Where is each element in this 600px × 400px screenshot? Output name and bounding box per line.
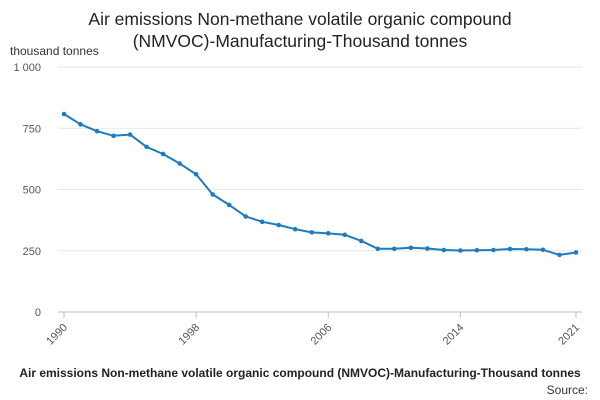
data-point	[226, 202, 232, 208]
x-tick-label: 2021	[556, 322, 582, 348]
data-point	[193, 172, 199, 177]
data-point	[375, 246, 381, 252]
data-point	[61, 111, 67, 117]
x-tick-label: 2006	[309, 322, 335, 348]
data-point	[342, 232, 348, 238]
data-point	[243, 214, 248, 219]
chart-title-line-2: (NMVOC)-Manufacturing-Thousand tonnes	[132, 31, 468, 51]
data-point	[309, 230, 315, 235]
y-tick-label: 500	[23, 185, 41, 197]
data-point	[441, 247, 447, 253]
y-tick-label: 250	[23, 246, 41, 258]
y-tick-label: 1 000	[13, 62, 41, 74]
y-tick-label: 750	[23, 123, 41, 135]
data-point	[573, 250, 579, 255]
data-point	[458, 248, 463, 253]
data-point	[507, 246, 513, 252]
data-point	[557, 252, 562, 258]
data-point	[408, 245, 414, 251]
data-point	[111, 133, 116, 139]
data-point	[177, 161, 182, 166]
data-point	[392, 246, 397, 252]
data-point	[540, 247, 546, 253]
data-point	[358, 238, 364, 244]
data-point	[491, 247, 496, 253]
legend-series-label: Air emissions Non-methane volatile organ…	[19, 366, 581, 380]
data-point	[474, 247, 480, 253]
data-point	[325, 231, 331, 236]
data-point	[144, 144, 149, 150]
y-tick-label: 0	[35, 307, 41, 319]
x-tick-label: 2014	[441, 322, 467, 348]
data-point	[210, 192, 215, 197]
series-line	[63, 113, 577, 256]
y-axis-label: thousand tonnes	[10, 44, 99, 58]
data-point	[292, 226, 298, 232]
chart-title: Air emissions Non-methane volatile organ…	[0, 8, 600, 52]
source-label: Source:	[546, 383, 588, 397]
data-point	[160, 151, 166, 157]
chart-title-line-1: Air emissions Non-methane volatile organ…	[88, 9, 512, 29]
data-point	[425, 246, 430, 251]
x-tick-label: 1998	[176, 322, 202, 348]
data-point	[524, 246, 529, 252]
data-point	[94, 128, 100, 134]
data-point	[259, 219, 265, 225]
data-point	[78, 122, 83, 127]
x-tick-label: 1990	[44, 322, 70, 348]
data-point	[276, 222, 282, 228]
data-point	[127, 132, 133, 137]
